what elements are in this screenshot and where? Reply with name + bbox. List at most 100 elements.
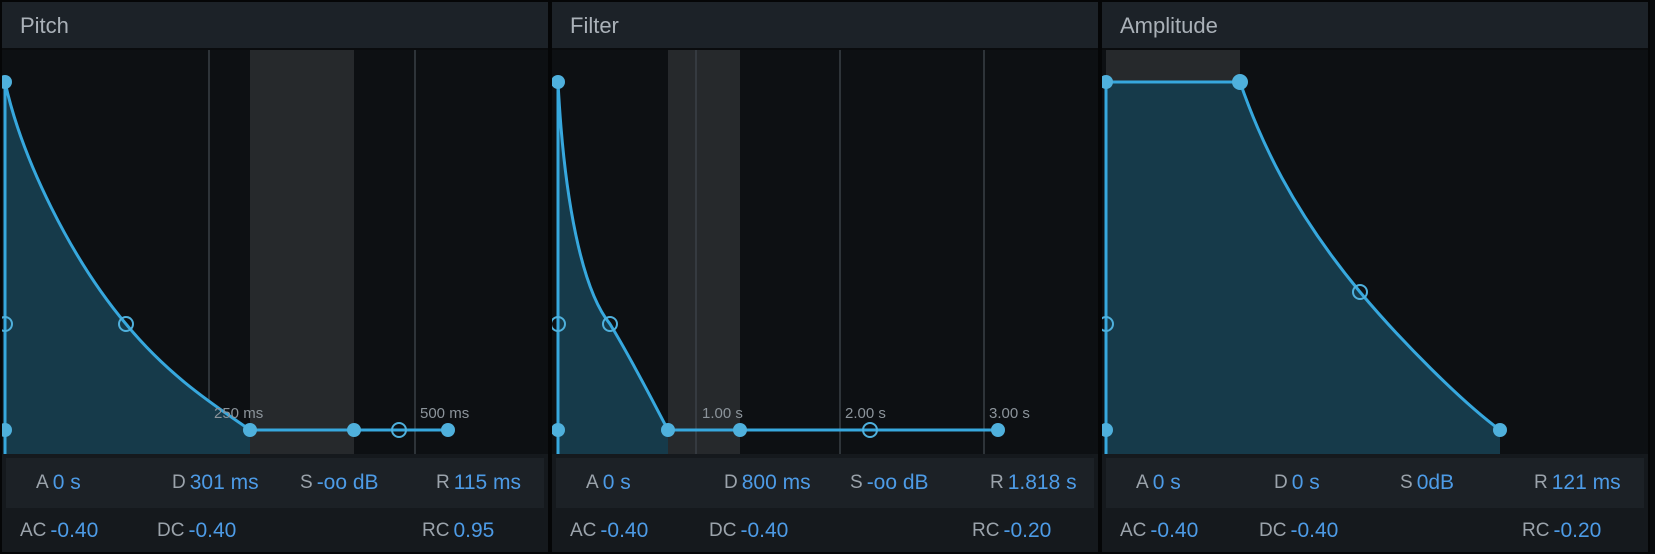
param-label: R: [990, 472, 1004, 493]
envelope-graph-svg[interactable]: 1.00 s 2.00 s 3.00 s: [552, 50, 1098, 454]
sustain-value[interactable]: -oo dB: [316, 471, 379, 494]
decay-param[interactable]: D 800 ms: [724, 458, 811, 508]
param-label: AC: [570, 520, 597, 541]
panel-title: Amplitude: [1120, 13, 1218, 38]
attack-handle[interactable]: [1102, 75, 1113, 89]
attack-value[interactable]: 0 s: [52, 471, 81, 494]
start-handle[interactable]: [1102, 423, 1113, 437]
pitch-envelope-panel: Pitch 250 ms 500 ms A 0 s D 3: [0, 0, 550, 554]
release-value[interactable]: 1.818 s: [1007, 471, 1077, 494]
decay-curve-value[interactable]: -0.40: [740, 519, 789, 542]
decay-curve-handle[interactable]: [118, 316, 134, 332]
release-curve-value[interactable]: 0.95: [453, 519, 495, 542]
decay-curve-value[interactable]: -0.40: [1290, 519, 1339, 542]
release-param[interactable]: R 1.818 s: [990, 458, 1077, 508]
sustain-param[interactable]: S 0dB: [1400, 458, 1454, 508]
release-curve-handle[interactable]: [391, 422, 407, 438]
decay-value[interactable]: 0 s: [1291, 471, 1320, 494]
sustain-param[interactable]: S -oo dB: [300, 458, 379, 508]
sustain-value[interactable]: -oo dB: [866, 471, 929, 494]
adsr-param-row: A 0 s D 301 ms S -oo dB R 115 ms: [6, 458, 544, 508]
attack-curve-value[interactable]: -0.40: [600, 519, 649, 542]
attack-param[interactable]: A 0 s: [586, 458, 631, 508]
loop-region[interactable]: [668, 50, 740, 454]
param-label: D: [172, 472, 186, 493]
decay-value[interactable]: 800 ms: [741, 471, 811, 494]
release-curve-param[interactable]: RC -0.20: [1522, 508, 1601, 554]
attack-curve-param[interactable]: AC -0.40: [1120, 508, 1198, 554]
envelope-graph[interactable]: 1.00 s 2.00 s 3.00 s: [552, 50, 1098, 454]
start-handle[interactable]: [552, 423, 565, 437]
decay-curve-param[interactable]: DC -0.40: [1259, 508, 1338, 554]
loop-region[interactable]: [250, 50, 354, 454]
release-curve-handle[interactable]: [1352, 284, 1368, 300]
decay-param[interactable]: D 301 ms: [172, 458, 259, 508]
start-handle[interactable]: [2, 423, 12, 437]
param-label: DC: [709, 520, 737, 541]
curve-param-row: AC -0.40 DC -0.40 RC -0.20: [1102, 508, 1648, 554]
panel-title: Filter: [570, 13, 619, 38]
decay-curve-param[interactable]: DC -0.40: [157, 508, 236, 554]
attack-curve-handle[interactable]: [552, 316, 566, 332]
param-label: D: [724, 472, 738, 493]
param-label: A: [586, 472, 599, 493]
release-handle[interactable]: [991, 423, 1005, 437]
decay-handle[interactable]: [1232, 74, 1248, 90]
attack-value[interactable]: 0 s: [602, 471, 631, 494]
attack-handle[interactable]: [2, 75, 12, 89]
decay-curve-handle[interactable]: [602, 316, 618, 332]
release-curve-value[interactable]: -0.20: [1003, 519, 1052, 542]
decay-handle[interactable]: [243, 423, 257, 437]
attack-param[interactable]: A 0 s: [36, 458, 81, 508]
attack-curve-value[interactable]: -0.40: [50, 519, 99, 542]
attack-curve-value[interactable]: -0.40: [1150, 519, 1199, 542]
panel-header: Filter: [552, 2, 1098, 50]
sustain-handle[interactable]: [347, 423, 361, 437]
envelope-graph-svg[interactable]: 250 ms 500 ms: [2, 50, 548, 454]
param-label: A: [1136, 472, 1149, 493]
decay-curve-param[interactable]: DC -0.40: [709, 508, 788, 554]
sustain-param[interactable]: S -oo dB: [850, 458, 929, 508]
decay-param[interactable]: D 0 s: [1274, 458, 1320, 508]
release-handle[interactable]: [1493, 423, 1507, 437]
param-label: RC: [972, 520, 1000, 541]
envelope-graph-svg[interactable]: [1102, 50, 1648, 454]
param-label: S: [850, 472, 863, 493]
filter-envelope-panel: Filter 1.00 s 2.00 s 3.00 s A 0 s: [550, 0, 1100, 554]
time-tick-label: 1.00 s: [702, 405, 743, 422]
attack-value[interactable]: 0 s: [1152, 471, 1181, 494]
envelope-area: [5, 82, 250, 454]
param-label: AC: [20, 520, 47, 541]
release-handle[interactable]: [441, 423, 455, 437]
attack-curve-handle[interactable]: [2, 316, 13, 332]
param-label: R: [1534, 472, 1548, 493]
attack-curve-param[interactable]: AC -0.40: [570, 508, 648, 554]
release-value[interactable]: 115 ms: [453, 471, 522, 494]
release-param[interactable]: R 115 ms: [436, 458, 521, 508]
envelope-graph[interactable]: [1102, 50, 1648, 454]
panel-title: Pitch: [20, 13, 69, 38]
release-curve-param[interactable]: RC 0.95: [422, 508, 494, 554]
decay-value[interactable]: 301 ms: [189, 471, 259, 494]
param-label: R: [436, 472, 450, 493]
panel-header: Pitch: [2, 2, 548, 50]
release-param[interactable]: R 121 ms: [1534, 458, 1621, 508]
time-tick-label: 3.00 s: [989, 405, 1030, 422]
attack-curve-param[interactable]: AC -0.40: [20, 508, 98, 554]
sustain-value[interactable]: 0dB: [1416, 471, 1455, 494]
release-curve-param[interactable]: RC -0.20: [972, 508, 1051, 554]
release-curve-handle[interactable]: [862, 422, 878, 438]
attack-curve-handle[interactable]: [1102, 316, 1114, 332]
attack-handle[interactable]: [552, 75, 565, 89]
time-tick-label: 500 ms: [420, 405, 469, 422]
decay-curve-value[interactable]: -0.40: [188, 519, 237, 542]
sustain-handle[interactable]: [733, 423, 747, 437]
param-label: S: [300, 472, 313, 493]
decay-handle[interactable]: [661, 423, 675, 437]
release-curve-value[interactable]: -0.20: [1553, 519, 1602, 542]
attack-param[interactable]: A 0 s: [1136, 458, 1181, 508]
amplitude-envelope-panel: Amplitude A 0 s D 0 s S 0dB R: [1100, 0, 1650, 554]
release-value[interactable]: 121 ms: [1551, 471, 1621, 494]
adsr-param-row: A 0 s D 0 s S 0dB R 121 ms: [1106, 458, 1644, 508]
envelope-graph[interactable]: 250 ms 500 ms: [2, 50, 548, 454]
